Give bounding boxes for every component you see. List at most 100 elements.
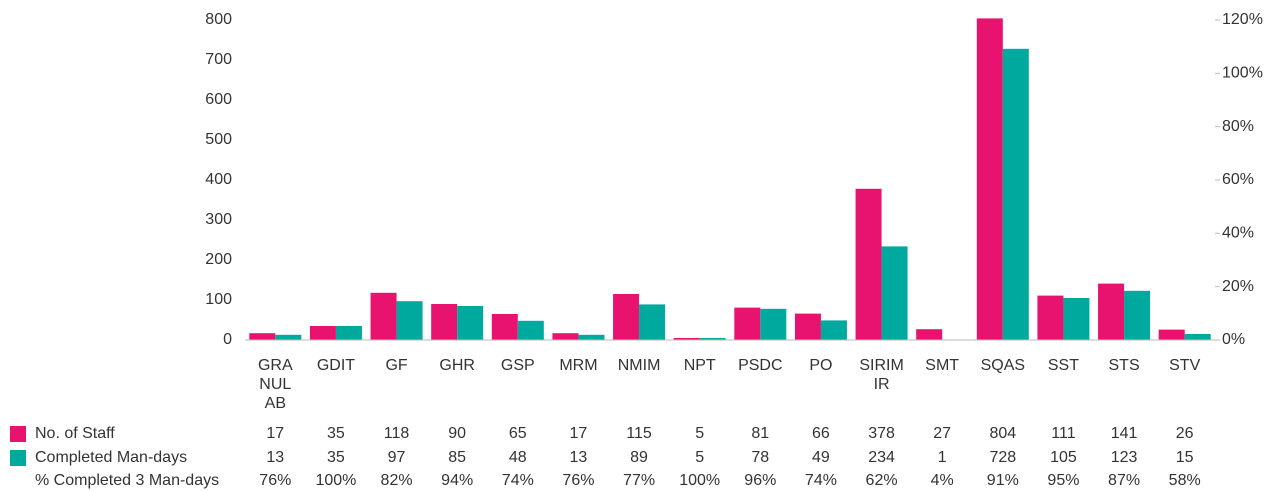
x-tick-label: NMIM — [618, 357, 661, 374]
y-tick-label: 100 — [205, 291, 232, 308]
bar — [249, 333, 276, 340]
bar — [457, 306, 484, 340]
bar — [517, 320, 544, 340]
bar — [309, 326, 336, 340]
table-value: 27 — [933, 425, 951, 442]
table-value: 804 — [989, 425, 1016, 442]
x-tick-label: SIRIM IR — [859, 357, 903, 393]
table-value: 105 — [1050, 449, 1077, 466]
table-value: 48 — [509, 449, 527, 466]
bar — [794, 313, 821, 340]
x-tick-label: STV — [1169, 357, 1200, 374]
table-value: 5 — [695, 425, 704, 442]
x-tick-line: IR — [874, 376, 890, 393]
table-value: 26 — [1176, 425, 1194, 442]
bar — [1037, 295, 1064, 340]
bar — [881, 246, 908, 340]
y2-tick-label: 60% — [1222, 171, 1254, 188]
bar — [1184, 334, 1211, 340]
x-tick-label: GSP — [501, 357, 535, 374]
y2-tick-label: 20% — [1222, 278, 1254, 295]
y2-tick-label: 40% — [1222, 225, 1254, 242]
table-value: 13 — [266, 449, 284, 466]
table-value: 5 — [695, 449, 704, 466]
x-tick-label: GDIT — [317, 357, 355, 374]
x-tick-label: GHR — [439, 357, 475, 374]
bar — [1158, 329, 1185, 340]
table-value: 76% — [259, 472, 291, 489]
bar — [1063, 298, 1090, 340]
table-value: 94% — [441, 472, 473, 489]
x-tick-label: GF — [385, 357, 407, 374]
x-tick-label: SMT — [925, 357, 959, 374]
table-value: 85 — [448, 449, 466, 466]
bar — [1098, 283, 1125, 340]
bar — [673, 338, 700, 340]
legend-label: % Completed 3 Man-days — [35, 472, 219, 489]
table-value: 78 — [751, 449, 769, 466]
table-value: 15 — [1176, 449, 1194, 466]
table-value: 17 — [570, 425, 588, 442]
table-value: 728 — [989, 449, 1016, 466]
y2-tick-label: 100% — [1222, 65, 1263, 82]
table-value: 58% — [1169, 472, 1201, 489]
table-value: 115 — [626, 425, 652, 442]
y-tick-label: 300 — [205, 211, 232, 228]
x-tick-line: NUL — [259, 376, 291, 393]
y2-tick-label: 80% — [1222, 118, 1254, 135]
table-value: 89 — [630, 449, 648, 466]
bar — [491, 314, 518, 340]
y2-tick-label: 120% — [1222, 11, 1263, 28]
x-tick-label: NPT — [684, 357, 716, 374]
legend-label: Completed Man-days — [35, 449, 187, 466]
x-tick-label: SST — [1048, 357, 1079, 374]
y-tick-label: 400 — [205, 171, 232, 188]
bar — [855, 188, 882, 340]
table-value: 66 — [812, 425, 830, 442]
table-value: 111 — [1051, 425, 1075, 442]
legend-swatch — [10, 426, 26, 442]
table-value: 62% — [866, 472, 898, 489]
x-tick-label: STS — [1109, 357, 1140, 374]
bar — [916, 329, 943, 340]
x-tick-label: MRM — [559, 357, 597, 374]
table-value: 17 — [266, 425, 284, 442]
bar — [613, 294, 640, 340]
bar — [552, 333, 579, 340]
table-value: 77% — [623, 472, 655, 489]
x-tick-label: PO — [809, 357, 832, 374]
bar — [1124, 290, 1151, 340]
legend-label: No. of Staff — [35, 425, 115, 442]
bar — [335, 326, 362, 340]
bar — [275, 334, 302, 340]
table-value: 82% — [381, 472, 413, 489]
table-value: 91% — [987, 472, 1019, 489]
table-value: 13 — [570, 449, 588, 466]
x-tick-label: SQAS — [981, 357, 1025, 374]
table-value: 95% — [1047, 472, 1079, 489]
bar — [370, 292, 397, 340]
table-value: 65 — [509, 425, 527, 442]
table-value: 87% — [1108, 472, 1140, 489]
x-tick-label: GRA NUL AB — [258, 357, 293, 412]
y-tick-label: 600 — [205, 91, 232, 108]
table-value: 81 — [751, 425, 769, 442]
legend-swatch — [10, 450, 26, 466]
table-value: 234 — [868, 449, 895, 466]
table-value: 378 — [868, 425, 895, 442]
table-value: 74% — [805, 472, 837, 489]
table-value: 4% — [931, 472, 954, 489]
table-value: 76% — [562, 472, 594, 489]
bar — [639, 304, 666, 340]
bar — [734, 307, 761, 340]
y-tick-label: 700 — [205, 51, 232, 68]
table-value: 97 — [388, 449, 406, 466]
table-value: 74% — [502, 472, 534, 489]
y-tick-label: 800 — [205, 11, 232, 28]
y2-tick-label: 0% — [1222, 331, 1245, 348]
x-tick-line: SIRIM — [859, 357, 903, 374]
y-tick-label: 500 — [205, 131, 232, 148]
bar — [396, 301, 423, 340]
table-value: 90 — [448, 425, 466, 442]
table-value: 35 — [327, 425, 345, 442]
